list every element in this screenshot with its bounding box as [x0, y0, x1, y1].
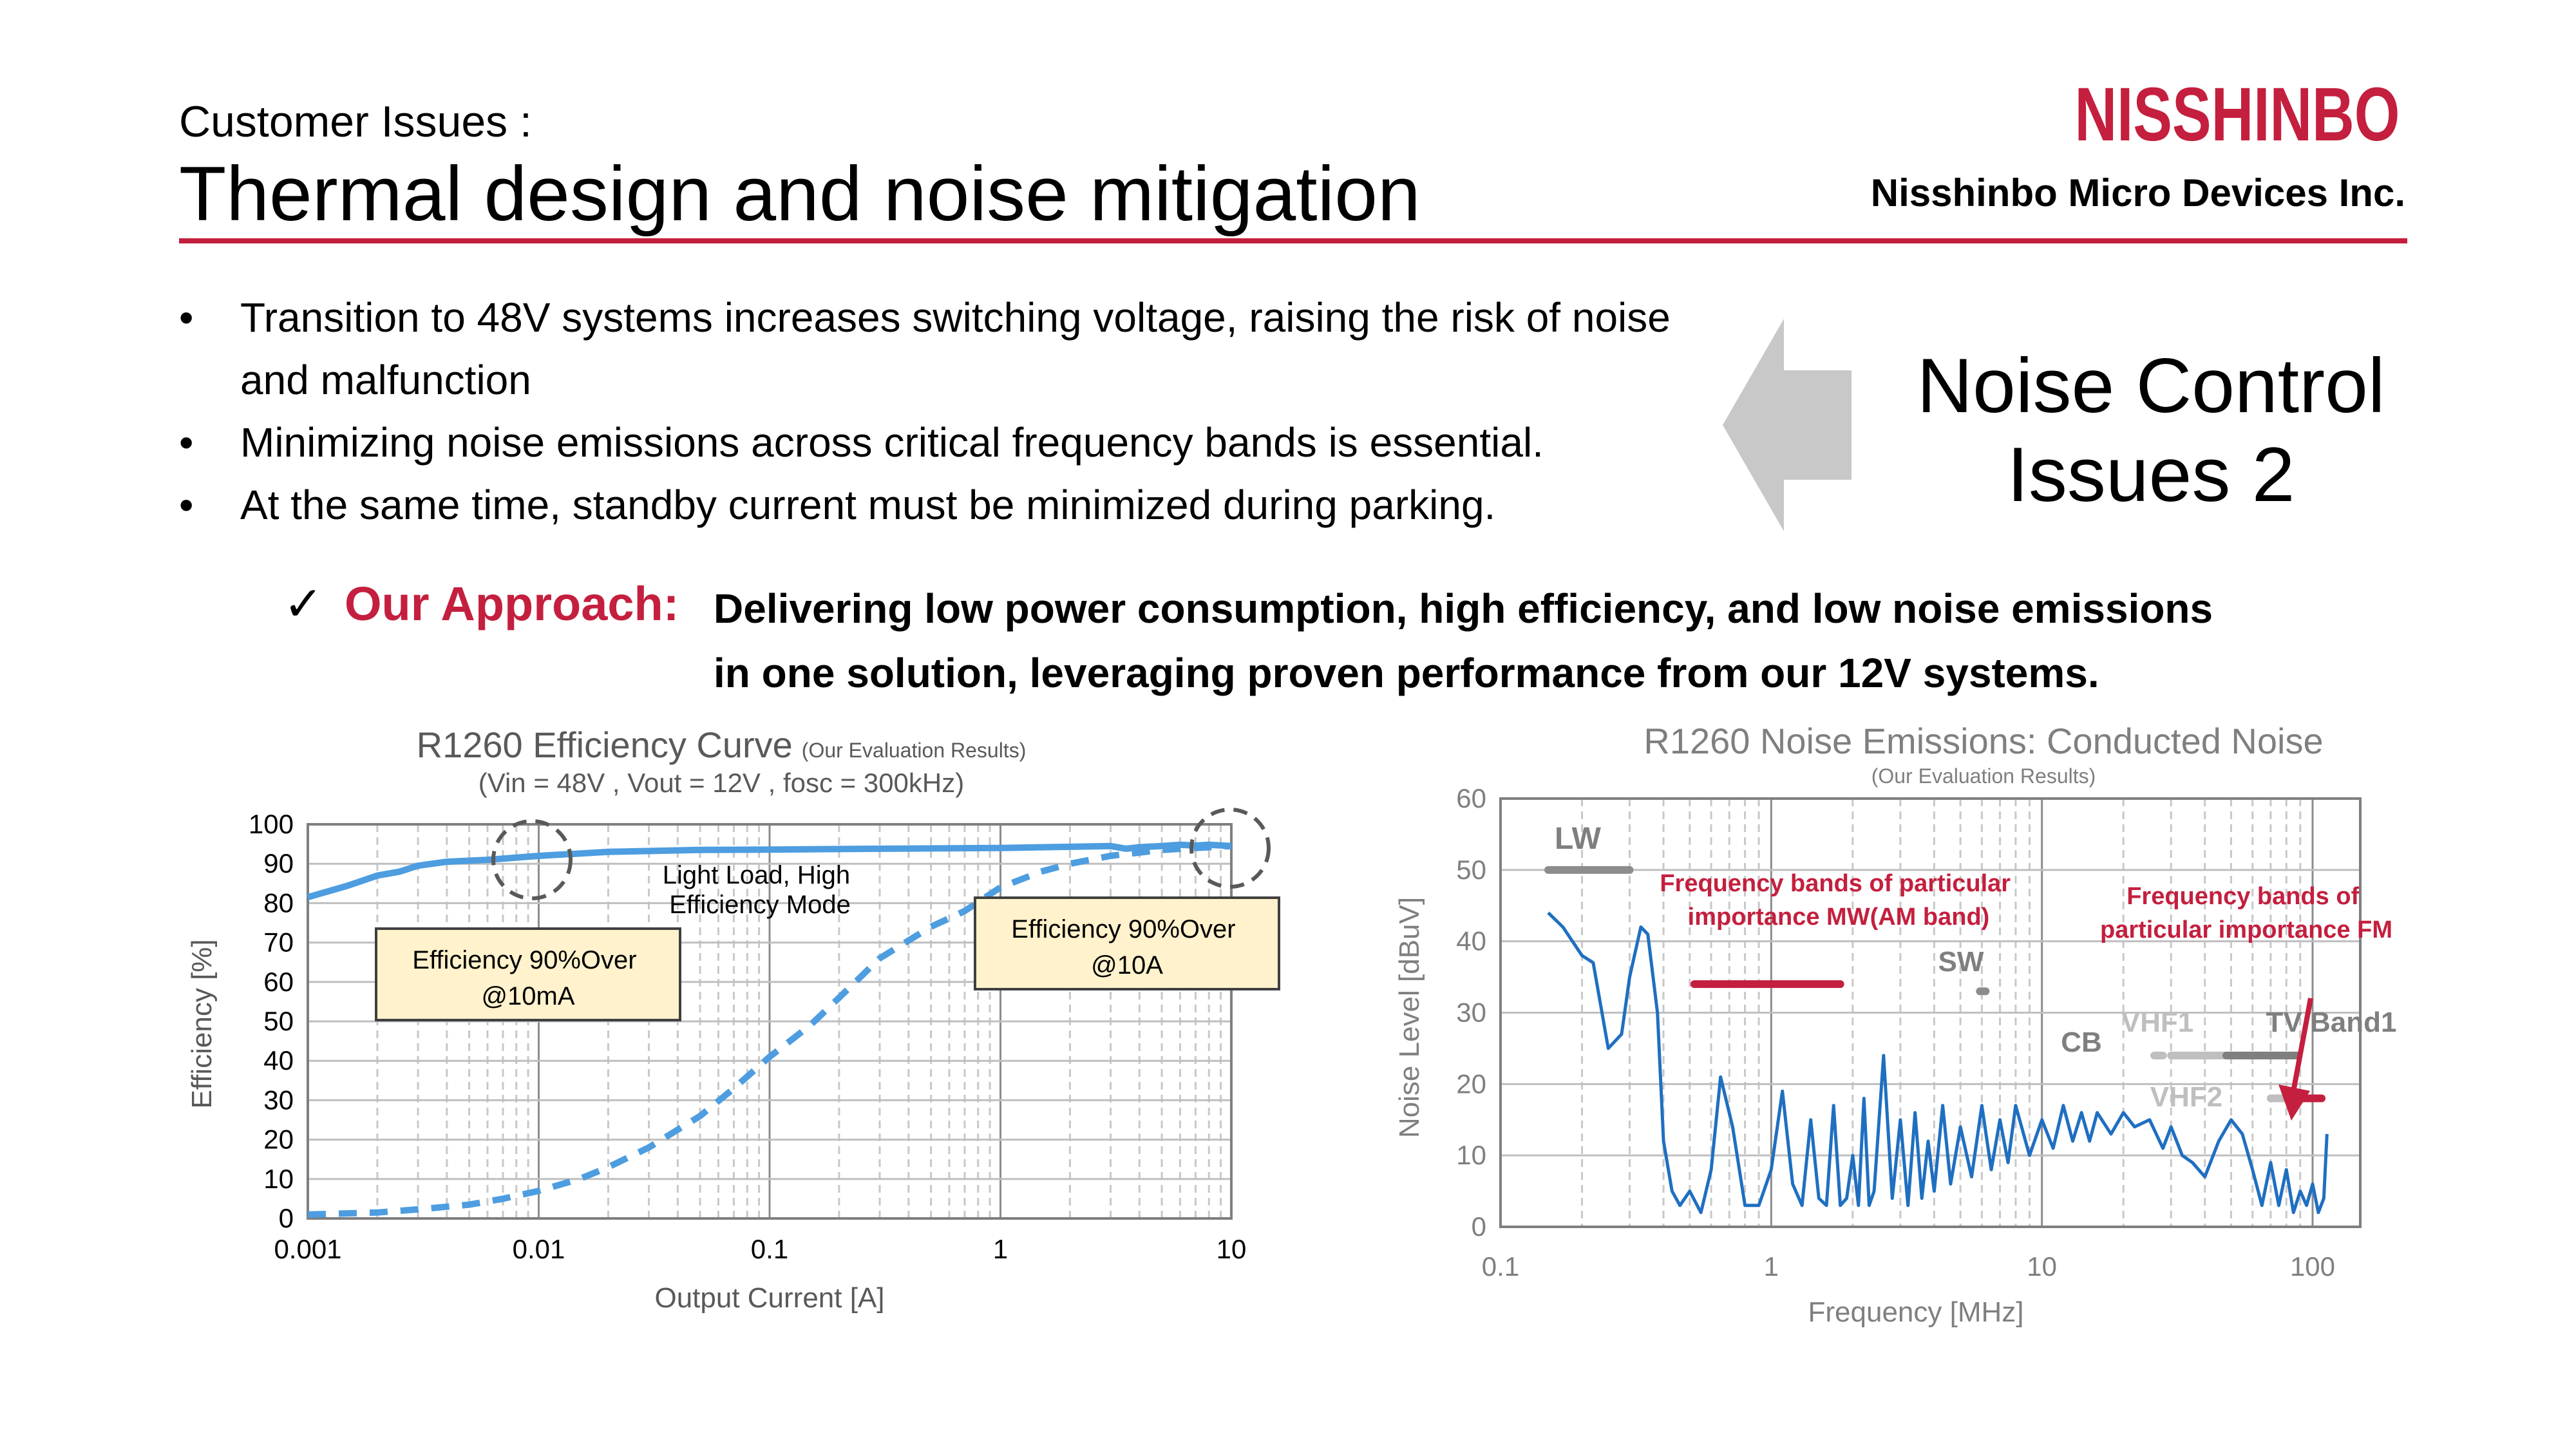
y-tick-label: 30 [263, 1084, 294, 1115]
bullet-item: Transition to 48V systems increases swit… [179, 287, 1712, 412]
eff-annotation-box [974, 896, 1280, 990]
noise-series-group [1547, 911, 2329, 1215]
x-tick-label: 0.1 [751, 1234, 788, 1264]
y-tick-label: 70 [263, 927, 294, 958]
y-tick-label: 50 [263, 1006, 294, 1036]
approach-label: Our Approach: [345, 577, 679, 630]
x-tick-label: 1 [993, 1234, 1008, 1264]
band-label-mw: Frequency bands of particular importance… [1660, 870, 2017, 931]
eff-highlight-circle [1189, 808, 1271, 889]
noise-title: R1260 Noise Emissions: Conducted Noise [1643, 721, 2323, 761]
band-label-vhf1: VHF1 [2121, 1007, 2193, 1038]
eff-highlight-circle [491, 819, 573, 900]
header-divider [179, 238, 2407, 243]
noise-title-note: (Our Evaluation Results) [1871, 764, 2096, 788]
issue-line-1: Noise Control [1917, 343, 2385, 429]
noise-ylabel: Noise Level [dBuV] [1394, 897, 1425, 1138]
band-label-lw: LW [1555, 822, 1602, 856]
band-label-fm: Frequency bands of particular importance… [2100, 883, 2392, 943]
band-label-tvband1: TV Band1 [2266, 1007, 2397, 1038]
bullet-item: At the same time, standby current must b… [179, 474, 1712, 536]
approach-text-line-1: Delivering low power consumption, high e… [714, 585, 2213, 632]
y-tick-label: 10 [263, 1164, 294, 1194]
issue-line-2: Issues 2 [2007, 431, 2295, 518]
y-tick-label: 100 [249, 809, 294, 839]
approach-text-line-2: in one solution, leveraging proven perfo… [714, 650, 2099, 696]
band-label-cb: CB [2061, 1027, 2102, 1058]
fm-pointer-arrowhead [2278, 1084, 2310, 1121]
nisshinbo-logo: NISSHINBO [2075, 72, 2400, 151]
x-tick-label: 1 [1764, 1251, 1779, 1282]
series-line-solid [1547, 911, 2329, 1215]
company-name: Nisshinbo Micro Devices Inc. [1870, 171, 2405, 214]
y-tick-label: 80 [263, 887, 294, 918]
x-tick-label: 10 [1217, 1234, 1247, 1264]
issue-bullet-list: Transition to 48V systems increases swit… [179, 287, 1712, 536]
fm-pointer-arrow [2291, 998, 2313, 1089]
y-tick-label: 0 [1472, 1211, 1486, 1242]
eff-annotation-light-load: Light Load, High Efficiency Mode [663, 861, 857, 919]
x-tick-label: 100 [2290, 1251, 2335, 1282]
eff-series-group [307, 841, 1232, 1218]
y-tick-label: 0 [279, 1203, 294, 1233]
check-icon: ✓ [283, 577, 324, 630]
y-tick-label: 40 [263, 1045, 294, 1075]
band-label-vhf2: VHF2 [2150, 1081, 2222, 1113]
y-tick-label: 10 [1456, 1140, 1486, 1170]
eff-annotation-box [375, 927, 681, 1021]
eff-annotation-10a: Efficiency 90%Over @10A [1011, 915, 1242, 980]
eff-annotation-10ma: Efficiency 90%Over @10mA [412, 946, 643, 1010]
x-tick-label: 0.01 [513, 1234, 565, 1264]
noise-axes: 0.1 1 10 100 0 10 20 30 40 50 60 [1456, 783, 2362, 1282]
y-tick-label: 30 [1456, 998, 1486, 1028]
y-tick-label: 90 [263, 848, 294, 878]
y-tick-label: 60 [1456, 783, 1486, 813]
y-tick-label: 60 [263, 967, 294, 997]
eff-ylabel: Efficiency [%] [186, 939, 218, 1108]
series-line-dashed [307, 842, 1232, 1218]
eff-title: R1260 Efficiency Curve (Our Evaluation Re… [417, 724, 1027, 765]
logo-wordmark: NISSHINBO [2075, 72, 2400, 151]
plot-frame [1499, 797, 2362, 1228]
eff-xlabel: Output Current [A] [654, 1282, 884, 1314]
band-label-sw: SW [1938, 946, 1984, 978]
bullet-item: Minimizing noise emissions across critic… [179, 412, 1712, 474]
y-tick-label: 20 [1456, 1068, 1486, 1099]
x-tick-label: 0.1 [1482, 1251, 1519, 1282]
series-line-solid [307, 841, 1232, 901]
eff-subtitle: (Vin = 48V , Vout = 12V , fosc = 300kHz) [478, 768, 965, 798]
noise-control-issue-label: Noise Control Issues 2 [1893, 341, 2409, 519]
slide-title: Thermal design and noise mitigation [179, 151, 1421, 237]
slide-subtitle: Customer Issues : [179, 97, 532, 146]
y-tick-label: 40 [1456, 926, 1486, 956]
y-tick-label: 20 [263, 1124, 294, 1155]
x-tick-label: 10 [2027, 1251, 2057, 1282]
left-arrow-icon [1723, 319, 1852, 531]
noise-xlabel: Frequency [MHz] [1808, 1296, 2024, 1328]
plot-frame [307, 823, 1233, 1220]
x-tick-label: 0.001 [274, 1234, 341, 1264]
y-tick-label: 50 [1456, 855, 1486, 885]
